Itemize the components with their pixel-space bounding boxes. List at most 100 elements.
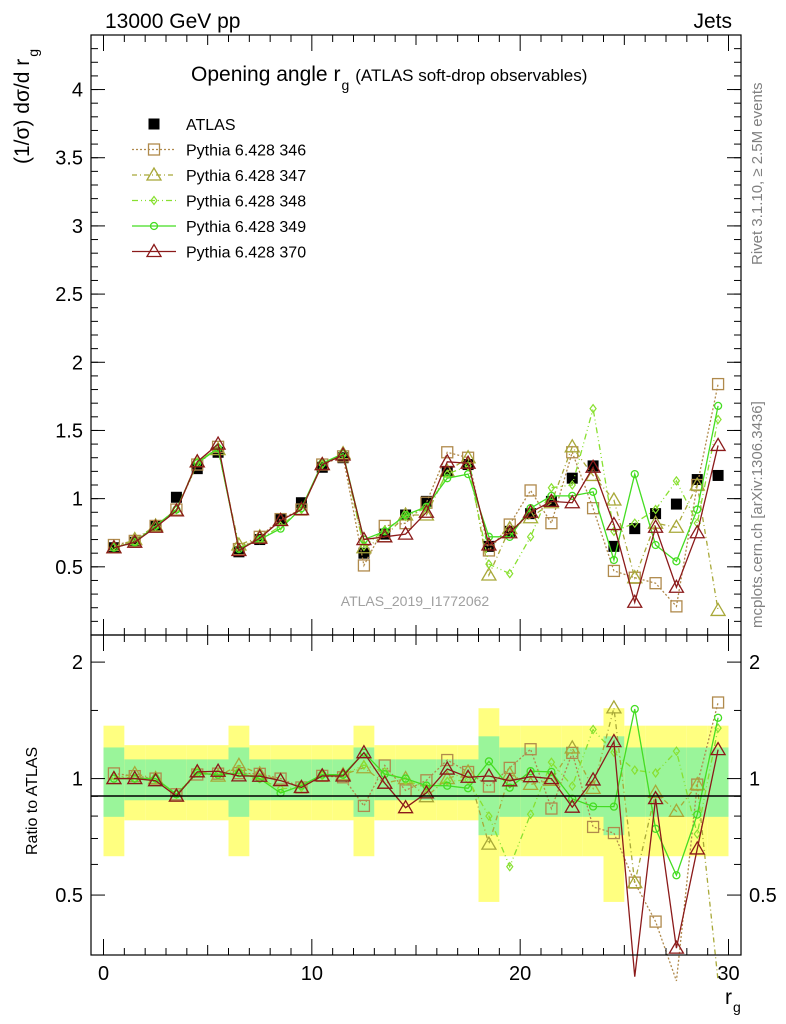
data-point	[272, 512, 289, 527]
ratio-point	[647, 784, 664, 798]
ratio-point	[564, 798, 581, 813]
ratio-point	[564, 739, 581, 754]
x-axis-label-main: r	[725, 986, 732, 1009]
data-point	[147, 518, 164, 533]
main-axes: 0.5 1 1.5 2 2.5 3 3.5 4	[55, 48, 741, 622]
data-point	[297, 504, 306, 515]
ratio-point	[672, 871, 681, 880]
legend-marker	[147, 143, 161, 156]
ratio-point	[463, 784, 473, 793]
data-point	[588, 487, 598, 496]
ratio-y-tick-label-left: 0.5	[55, 885, 83, 907]
ratio-point	[605, 733, 623, 748]
ratio-y-tick-label-left: 2	[72, 652, 83, 674]
data-point	[605, 491, 623, 506]
data-point	[399, 517, 412, 530]
legend-marker	[145, 243, 163, 258]
data-point	[209, 435, 227, 450]
ratio-point	[255, 774, 264, 783]
analysis-watermark: ATLAS_2019_I1772062	[341, 593, 490, 609]
legend-label: Pythia 6.428 347	[186, 168, 306, 185]
ratio-point	[689, 840, 706, 855]
ratio-point	[588, 802, 598, 811]
data-point	[672, 475, 681, 486]
ratio-point	[693, 810, 702, 819]
data-point	[397, 525, 414, 540]
data-point	[355, 531, 373, 546]
data-point	[441, 446, 454, 459]
data-point	[380, 527, 389, 536]
ratio-point	[568, 794, 577, 803]
legend-entry: Pythia 6.428 349	[132, 219, 306, 236]
data-point	[651, 504, 660, 515]
data-point	[547, 482, 556, 493]
data-point	[314, 456, 331, 471]
data-point	[105, 539, 123, 554]
ratio-band-inner	[228, 747, 250, 817]
data-point	[506, 568, 514, 579]
y-tick-label: 3	[72, 216, 83, 238]
data-point	[334, 446, 352, 461]
legend-label: Pythia 6.428 370	[186, 245, 306, 262]
ratio-point	[441, 753, 454, 767]
ratio-band-inner	[478, 736, 500, 836]
data-point	[418, 503, 435, 518]
series-line	[113, 445, 719, 611]
data-point	[689, 524, 706, 539]
ratio-point	[147, 772, 164, 787]
series-4	[109, 401, 723, 566]
ratio-band-inner	[603, 736, 625, 836]
data-point	[485, 559, 493, 570]
ratio-point	[293, 779, 310, 794]
data-point	[589, 403, 597, 414]
ratio-series-5	[105, 733, 727, 977]
legend: ATLAS Pythia 6.428 346 Pythia 6.428 347 Pyt…	[132, 117, 306, 262]
ratio-point	[357, 799, 371, 813]
data-point	[647, 518, 664, 533]
data-point	[568, 480, 576, 490]
ratio-point	[630, 704, 639, 714]
ratio-point	[209, 762, 227, 777]
ratio-band-inner	[541, 747, 562, 817]
chart-title: Opening angle rg (ATLAS soft-drop observa…	[191, 63, 587, 93]
data-point	[526, 531, 535, 542]
data-point	[709, 602, 727, 617]
ratio-band-inner	[645, 747, 666, 817]
ratio-point	[584, 780, 602, 794]
ratio-y-tick-label-right: 0.5	[749, 885, 777, 907]
data-point	[668, 518, 685, 533]
legend-marker	[150, 195, 158, 206]
ratio-point	[545, 802, 558, 815]
y-tick-label: 2	[72, 352, 83, 374]
data-point	[670, 498, 682, 510]
ratio-point	[380, 769, 389, 779]
ratio-point	[401, 774, 410, 783]
ratio-point	[505, 783, 514, 792]
ratio-point	[418, 784, 435, 799]
ratio-point	[501, 765, 518, 780]
data-point	[376, 528, 393, 543]
ratio-point	[605, 699, 623, 714]
data-point	[401, 511, 410, 522]
ratio-line	[113, 702, 719, 982]
data-point	[463, 469, 473, 479]
ratio-point	[547, 757, 556, 768]
ratio-band-inner	[707, 747, 729, 817]
x-tick-label: 20	[509, 963, 531, 985]
legend-entry: Pythia 6.428 346	[132, 143, 306, 160]
ratio-point	[480, 767, 498, 782]
ratio-point	[547, 767, 556, 777]
data-point	[189, 453, 206, 468]
main-series	[105, 377, 727, 617]
ratio-series-4	[109, 704, 723, 880]
rivet-label: Rivet 3.1.10, ≥ 2.5M events	[749, 83, 766, 266]
series-line	[113, 405, 719, 563]
ratio-point	[126, 770, 143, 785]
data-point	[168, 502, 185, 517]
data-point	[712, 469, 724, 481]
ratio-point	[334, 767, 352, 782]
ratio-point	[689, 776, 706, 791]
data-point	[626, 593, 643, 608]
ratio-point	[189, 763, 206, 778]
y-tick-label: 1.5	[55, 420, 83, 442]
